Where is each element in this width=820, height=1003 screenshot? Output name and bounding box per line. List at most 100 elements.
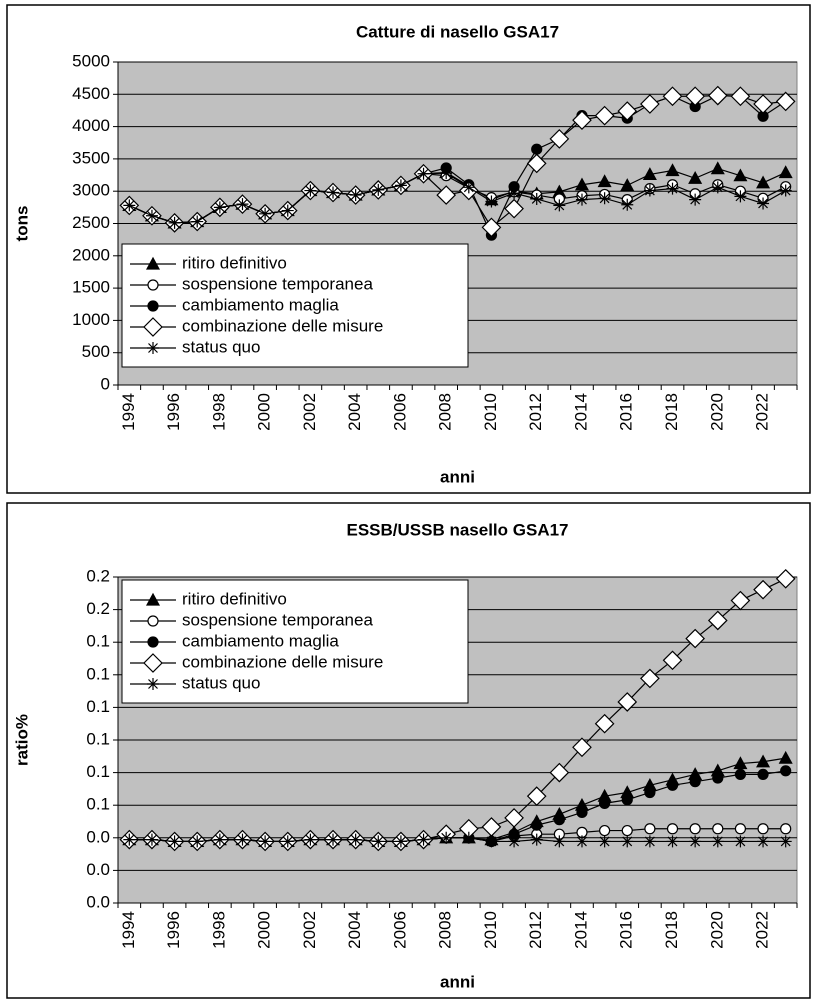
marker bbox=[123, 199, 136, 212]
marker bbox=[621, 198, 634, 211]
marker bbox=[756, 175, 771, 189]
marker bbox=[213, 201, 226, 214]
marker bbox=[281, 204, 294, 217]
y-tick-label: 500 bbox=[82, 342, 110, 361]
marker bbox=[689, 823, 701, 835]
marker bbox=[304, 833, 317, 846]
y-axis-label: ratio% bbox=[12, 714, 31, 766]
marker bbox=[734, 823, 747, 835]
legend-label: cambiamento maglia bbox=[182, 295, 339, 314]
x-tick-label: 2004 bbox=[345, 911, 364, 949]
marker bbox=[775, 568, 796, 589]
x-tick-label: 2016 bbox=[617, 911, 636, 949]
marker bbox=[753, 94, 773, 114]
marker bbox=[689, 776, 701, 788]
marker bbox=[594, 105, 615, 126]
legend-label: status quo bbox=[182, 673, 260, 692]
marker bbox=[665, 163, 680, 177]
marker bbox=[640, 668, 660, 689]
y-tick-label: 5000 bbox=[72, 51, 110, 70]
y-tick-label: 3500 bbox=[72, 148, 110, 167]
marker bbox=[281, 835, 294, 848]
marker bbox=[462, 181, 475, 194]
marker bbox=[734, 835, 747, 848]
marker bbox=[757, 768, 769, 781]
marker bbox=[530, 192, 543, 205]
marker bbox=[553, 199, 566, 212]
marker bbox=[485, 195, 498, 208]
marker bbox=[168, 216, 181, 229]
marker bbox=[780, 765, 792, 777]
marker bbox=[617, 692, 638, 712]
marker bbox=[327, 186, 340, 199]
marker bbox=[147, 279, 159, 291]
marker bbox=[594, 713, 615, 734]
marker bbox=[349, 189, 362, 202]
marker bbox=[598, 835, 611, 848]
y-tick-label: 0.1 bbox=[86, 729, 110, 748]
x-tick-label: 2022 bbox=[753, 393, 772, 431]
y-tick-label: 1000 bbox=[72, 310, 110, 329]
legend bbox=[121, 579, 469, 704]
legend-label: combinazione delle misure bbox=[182, 652, 383, 671]
x-tick-label: 2008 bbox=[436, 911, 455, 949]
y-tick-label: 3000 bbox=[72, 181, 110, 200]
marker bbox=[621, 824, 633, 837]
y-tick-label: 0.1 bbox=[86, 762, 110, 781]
marker bbox=[778, 750, 793, 764]
legend bbox=[121, 243, 469, 368]
marker bbox=[531, 143, 543, 155]
marker bbox=[711, 181, 724, 194]
y-tick-label: 0.1 bbox=[86, 697, 110, 716]
marker bbox=[620, 178, 635, 191]
x-tick-label: 2000 bbox=[255, 911, 274, 949]
marker bbox=[642, 167, 657, 181]
x-tick-label: 2018 bbox=[662, 911, 681, 949]
y-tick-label: 0.0 bbox=[86, 827, 110, 846]
marker bbox=[575, 835, 588, 848]
marker bbox=[417, 167, 430, 180]
marker bbox=[780, 823, 792, 835]
marker bbox=[417, 833, 430, 846]
x-tick-label: 2010 bbox=[481, 393, 500, 431]
marker bbox=[236, 833, 249, 846]
marker bbox=[349, 833, 362, 846]
marker bbox=[304, 184, 317, 197]
marker bbox=[259, 207, 272, 220]
marker bbox=[481, 217, 502, 238]
marker bbox=[778, 165, 793, 179]
marker bbox=[147, 615, 159, 627]
x-tick-label: 2006 bbox=[390, 393, 409, 431]
marker bbox=[666, 835, 679, 848]
x-tick-label: 2000 bbox=[255, 393, 274, 431]
marker bbox=[599, 824, 611, 837]
marker bbox=[757, 835, 770, 848]
marker bbox=[572, 737, 592, 758]
legend-label: sospensione temporanea bbox=[182, 274, 373, 293]
marker bbox=[712, 772, 724, 784]
marker bbox=[757, 197, 770, 210]
x-tick-label: 1998 bbox=[209, 911, 228, 949]
marker bbox=[145, 592, 161, 606]
y-tick-label: 1500 bbox=[72, 278, 110, 297]
y-tick-label: 0.1 bbox=[86, 632, 110, 651]
marker bbox=[143, 653, 163, 673]
marker bbox=[733, 168, 748, 182]
marker bbox=[757, 823, 769, 835]
marker bbox=[504, 808, 524, 828]
marker bbox=[689, 835, 702, 848]
marker bbox=[775, 91, 796, 112]
x-tick-label: 1996 bbox=[164, 393, 183, 431]
y-tick-label: 0.2 bbox=[86, 566, 110, 585]
marker bbox=[436, 185, 457, 205]
marker bbox=[575, 193, 588, 206]
marker bbox=[734, 190, 747, 203]
x-tick-label: 2016 bbox=[617, 393, 636, 431]
x-tick-label: 2002 bbox=[300, 393, 319, 431]
marker bbox=[644, 823, 656, 835]
marker bbox=[530, 833, 543, 846]
marker bbox=[753, 579, 773, 600]
x-tick-label: 2008 bbox=[436, 393, 455, 431]
marker bbox=[712, 823, 724, 835]
